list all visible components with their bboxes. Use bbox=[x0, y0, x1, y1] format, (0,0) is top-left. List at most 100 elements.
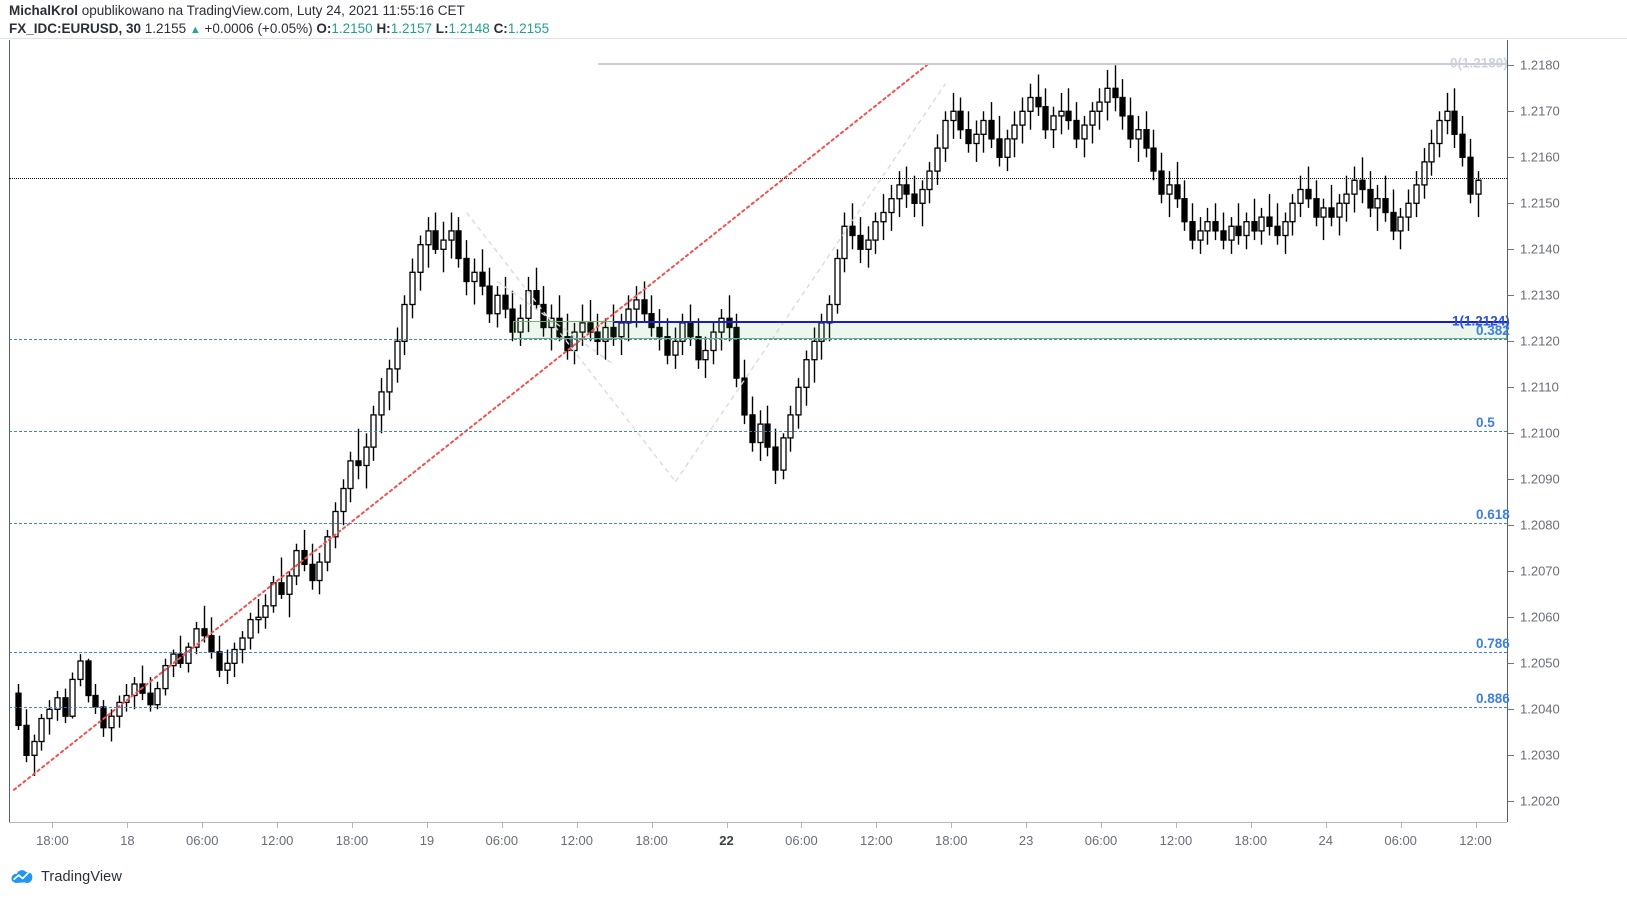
tradingview-brand-label: TradingView bbox=[41, 868, 122, 885]
fib-level-line[interactable] bbox=[9, 707, 1507, 708]
time-tick-label: 06:00 bbox=[785, 833, 818, 848]
open-label: O: bbox=[316, 21, 332, 36]
price-tick-label: 1.2030 bbox=[1520, 747, 1560, 763]
price-tick-label: 1.2150 bbox=[1520, 195, 1560, 211]
price-tick-label: 1.2110 bbox=[1520, 379, 1559, 395]
price-tick bbox=[1508, 111, 1514, 113]
price-tick bbox=[1508, 203, 1514, 205]
time-tick bbox=[1101, 823, 1103, 828]
fib-anchor-bottom-label: 1(1.2124) bbox=[1452, 313, 1510, 329]
time-tick bbox=[951, 823, 953, 828]
time-tick bbox=[1026, 823, 1028, 828]
tradingview-cloud-icon bbox=[11, 870, 33, 884]
price-axis-right-line bbox=[1507, 40, 1508, 822]
price-tick-label: 1.2020 bbox=[1520, 793, 1560, 809]
time-tick-label: 06:00 bbox=[185, 833, 219, 848]
price-scale[interactable]: 1.2180 1.2170 1.2160 1.2150 1.2140 1.2130 1.21… bbox=[1508, 40, 1627, 822]
fib-level-line[interactable] bbox=[9, 431, 1507, 432]
fib-level-line[interactable] bbox=[9, 339, 1507, 340]
symbol-label[interactable]: FX_IDC:EURUSD, 30 bbox=[9, 21, 142, 36]
fib-anchor-top-line[interactable] bbox=[597, 63, 1507, 65]
price-tick-label: 1.2170 bbox=[1520, 103, 1560, 119]
time-tick-label: 22 bbox=[719, 833, 734, 848]
price-tick-label: 1.2080 bbox=[1520, 517, 1560, 533]
time-tick bbox=[576, 823, 578, 828]
time-tick bbox=[277, 823, 279, 828]
measure-diagonal-line[interactable] bbox=[674, 83, 947, 482]
time-tick bbox=[127, 823, 129, 828]
up-arrow-icon: ▲ bbox=[189, 24, 201, 36]
price-tick bbox=[1508, 571, 1514, 573]
price-tick bbox=[1508, 479, 1514, 481]
tradingview-logo[interactable]: TradingView bbox=[10, 868, 122, 885]
time-tick bbox=[501, 823, 503, 828]
candlestick-series bbox=[15, 65, 1482, 776]
low-label: L: bbox=[435, 21, 449, 36]
time-tick bbox=[876, 823, 878, 828]
time-tick-label: 12:00 bbox=[1459, 833, 1492, 848]
price-tick-label: 1.2140 bbox=[1520, 241, 1560, 257]
time-tick-label: 12:00 bbox=[860, 833, 893, 848]
price-tick bbox=[1508, 295, 1514, 297]
price-tick-label: 1.2050 bbox=[1520, 655, 1560, 671]
time-tick-label: 18:00 bbox=[635, 833, 668, 848]
fib-level-line[interactable] bbox=[9, 523, 1507, 524]
chart-header: MichalKrol opublikowano na TradingView.c… bbox=[0, 0, 1627, 39]
price-tick-label: 1.2180 bbox=[1520, 57, 1560, 73]
time-tick-label: 12:00 bbox=[260, 833, 294, 848]
price-tick-label: 1.2090 bbox=[1520, 471, 1560, 487]
fib-level-label: 0.382 bbox=[1476, 323, 1510, 338]
time-tick bbox=[726, 823, 728, 828]
fib-anchor-top-label: 0(1.2180) bbox=[1450, 55, 1508, 71]
fib-level-label: 0.618 bbox=[1476, 507, 1510, 522]
high-value: 1.2157 bbox=[390, 21, 432, 36]
quote-line: FX_IDC:EURUSD, 30 1.2155 ▲ +0.0006 (+0.0… bbox=[9, 21, 549, 36]
price-tick bbox=[1508, 341, 1514, 343]
support-zone-rectangle[interactable] bbox=[512, 320, 1507, 339]
measure-diagonal-line[interactable] bbox=[465, 212, 677, 483]
time-tick-label: 18:00 bbox=[1234, 833, 1268, 848]
price-tick bbox=[1508, 65, 1514, 67]
price-tick-label: 1.2160 bbox=[1520, 149, 1560, 165]
price-tick bbox=[1508, 709, 1514, 711]
time-tick-label: 23 bbox=[1018, 833, 1034, 848]
time-tick-label: 06:00 bbox=[485, 833, 519, 848]
fib-level-label: 0.5 bbox=[1476, 415, 1495, 430]
time-tick bbox=[52, 823, 54, 828]
price-tick-label: 1.2130 bbox=[1520, 287, 1560, 303]
time-tick bbox=[651, 823, 653, 828]
price-tick bbox=[1508, 755, 1514, 757]
time-scale[interactable]: 18:00 18 06:00 12:00 18:00 19 06:00 12:00 18:00 2… bbox=[9, 823, 1507, 857]
fib-level-line[interactable] bbox=[9, 651, 1507, 653]
price-tick bbox=[1508, 157, 1514, 159]
time-tick bbox=[426, 823, 428, 828]
time-tick-label: 19 bbox=[419, 833, 435, 848]
price-tick bbox=[1508, 433, 1514, 435]
last-price: 1.2155 bbox=[144, 21, 187, 36]
price-tick bbox=[1508, 617, 1514, 619]
time-tick bbox=[1325, 823, 1327, 828]
price-tick bbox=[1508, 387, 1514, 389]
time-tick-label: 18:00 bbox=[335, 833, 369, 848]
close-label: C: bbox=[493, 21, 508, 36]
price-tick-label: 1.2060 bbox=[1520, 609, 1560, 625]
time-tick-label: 18:00 bbox=[36, 833, 69, 848]
price-tick-label: 1.2100 bbox=[1520, 425, 1560, 441]
open-value: 1.2150 bbox=[331, 21, 373, 36]
time-tick-label: 06:00 bbox=[1084, 833, 1118, 848]
time-tick-label: 06:00 bbox=[1384, 833, 1417, 848]
fib-anchor-bottom-line[interactable] bbox=[613, 320, 1507, 323]
trendline-red-dotted[interactable] bbox=[13, 62, 931, 791]
price-tick-label: 1.2040 bbox=[1520, 701, 1560, 717]
chart-footer bbox=[0, 858, 1627, 898]
time-tick bbox=[1250, 823, 1252, 828]
price-tick bbox=[1508, 801, 1514, 803]
time-tick bbox=[1400, 823, 1402, 828]
current-price-line bbox=[9, 178, 1507, 179]
time-axis-line bbox=[9, 822, 1507, 823]
high-label: H: bbox=[376, 21, 391, 36]
header-divider bbox=[0, 38, 1627, 39]
time-tick bbox=[1175, 823, 1177, 828]
time-tick bbox=[801, 823, 803, 828]
price-tick-label: 1.2120 bbox=[1520, 333, 1560, 349]
